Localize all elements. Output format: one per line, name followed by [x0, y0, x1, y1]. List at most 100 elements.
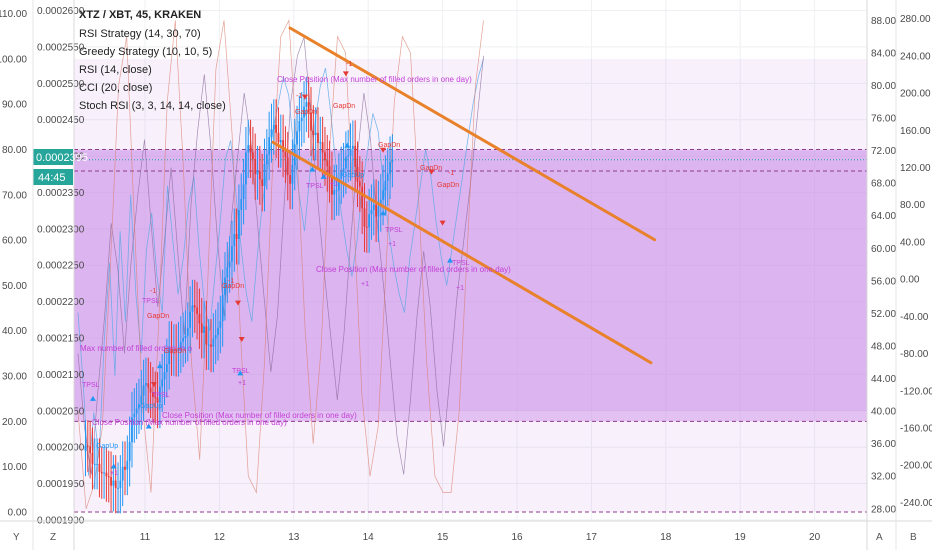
- rsi-tick-label: 20.00: [2, 417, 27, 428]
- candle-body: [375, 204, 378, 217]
- candle-body: [100, 471, 103, 474]
- rsi-band-zone: [74, 58, 867, 513]
- annotation-close-position-mid: Close Position (Max number of filled ord…: [316, 265, 511, 274]
- chart-pane[interactable]: [74, 0, 867, 521]
- trendlines-group[interactable]: [271, 26, 657, 365]
- cci-tick-label: 80.00: [900, 200, 925, 211]
- sell-arrow-icon: [301, 94, 308, 100]
- candle-body: [321, 142, 324, 153]
- marker-minus-one: -1: [296, 93, 302, 100]
- marker-plus-one: +1: [361, 281, 369, 288]
- candle-body: [203, 326, 205, 333]
- b-scale-button[interactable]: B: [910, 532, 917, 543]
- y-scale-button[interactable]: Y: [13, 532, 20, 543]
- marker-minus-one: -1: [150, 288, 156, 295]
- strategy-annotations: Close Position (Max number of filled ord…: [80, 75, 511, 427]
- buy-arrow-icon: [344, 142, 351, 148]
- buy-arrow-icon: [380, 210, 387, 216]
- rsi-axis[interactable]: 110.00 100.00 90.00 80.00 70.00 60.00 50.00 40.…: [0, 9, 27, 518]
- z-scale-button[interactable]: Z: [50, 532, 56, 543]
- candle-body: [149, 387, 152, 393]
- price-tick-label: 0.0002250: [37, 261, 85, 272]
- stoch-tick-label: 72.00: [871, 146, 896, 157]
- marker-minus-one: -1: [448, 170, 454, 177]
- legend-study[interactable]: CCI (20, close): [79, 82, 152, 94]
- marker-tpsl: TPSL: [142, 298, 160, 305]
- buy-arrow-icon: [145, 423, 152, 429]
- candle-body: [335, 190, 338, 192]
- rsi-tick-label: 60.00: [2, 236, 27, 247]
- candle-body: [277, 132, 280, 143]
- candle-body: [161, 379, 164, 387]
- marker-tpsl: TPSL: [452, 260, 470, 267]
- marker-gapdn: GapDn: [222, 283, 244, 290]
- annotation-close-position-top: Close Position (Max number of filled ord…: [277, 75, 472, 84]
- candle-body: [168, 346, 171, 365]
- legend-symbol[interactable]: XTZ / XBT, 45, KRAKEN: [79, 9, 201, 21]
- price-axis[interactable]: 0.0002600 0.0002550 0.0002500 0.0002450 0.00…: [37, 6, 85, 526]
- marker-tpsl: TPSL: [385, 227, 403, 234]
- candle-body: [391, 159, 394, 162]
- legend-study[interactable]: Stoch RSI (3, 3, 14, 14, close): [79, 100, 226, 112]
- candle-body: [172, 349, 175, 351]
- cci-axis[interactable]: 280.00 240.00 200.00 160.00 120.00 80.00 40.00…: [900, 14, 932, 509]
- candle-body: [368, 214, 371, 228]
- sell-arrow-icon: [150, 382, 157, 388]
- candle-body: [93, 463, 96, 465]
- candle-body: [317, 132, 319, 143]
- price-tick-label: 0.0002000: [37, 443, 85, 454]
- annotation-close-position-bottom: Close Position (Max number of filled ord…: [92, 418, 287, 427]
- candle-body: [312, 130, 315, 135]
- candle-body: [272, 124, 275, 130]
- current-price-tag: 0.0002395 44:45: [33, 149, 88, 185]
- price-tag-box: [33, 149, 73, 165]
- cci-tick-label: 40.00: [900, 237, 925, 248]
- legend[interactable]: XTZ / XBT, 45, KRAKEN RSI Strategy (14, …: [79, 9, 226, 112]
- stoch-axis[interactable]: 88.00 84.00 80.00 76.00 72.00 68.00 64.00 60.00…: [871, 16, 896, 515]
- cci-tick-label: 0.00: [900, 275, 920, 286]
- sell-arrow-icon: [380, 147, 387, 153]
- candle-body: [228, 261, 231, 268]
- candle-body: [382, 190, 384, 200]
- candle-body: [175, 349, 178, 352]
- legend-study[interactable]: Greedy Strategy (10, 10, 5): [79, 46, 212, 58]
- time-axis[interactable]: 11 12 13 14 15 16 17 18 19 20: [140, 532, 821, 543]
- legend-study[interactable]: RSI (14, close): [79, 64, 152, 76]
- candle-body: [154, 396, 157, 398]
- candle-body: [156, 397, 159, 403]
- price-tick-label: 0.0002500: [37, 79, 85, 90]
- candle-body: [131, 417, 133, 443]
- candle-body: [89, 446, 92, 453]
- candle-body: [305, 102, 308, 107]
- stoch-tick-label: 52.00: [871, 309, 896, 320]
- candle-body: [152, 392, 154, 397]
- auto-scale-button[interactable]: A: [876, 532, 883, 543]
- candle-body: [193, 305, 196, 308]
- candle-body: [254, 158, 257, 175]
- marker-tpsl: TPSL: [306, 183, 324, 190]
- buy-arrow-icon: [320, 173, 327, 179]
- candle-body: [191, 305, 194, 312]
- candle-body: [342, 168, 345, 173]
- time-tick-label: 19: [735, 532, 747, 543]
- legend-study[interactable]: RSI Strategy (14, 30, 70): [79, 28, 201, 40]
- strategy-markers: [89, 71, 454, 469]
- time-tick-label: 13: [288, 532, 300, 543]
- candle-body: [84, 445, 87, 451]
- price-tick-label: 0.0002150: [37, 333, 85, 344]
- time-tick-label: 16: [511, 532, 523, 543]
- cci-tick-label: -240.00: [900, 498, 932, 509]
- candle-body: [96, 463, 99, 465]
- marker-gapdn: GapDn: [378, 142, 400, 149]
- buy-arrow-icon: [89, 395, 96, 401]
- candle-body: [365, 226, 368, 228]
- time-tick-label: 20: [809, 532, 821, 543]
- marker-tpsl: TPSL: [82, 382, 100, 389]
- trendline: [271, 140, 653, 365]
- candle-body: [103, 472, 105, 474]
- candle-body: [163, 372, 166, 380]
- cci-tick-label: 200.00: [900, 89, 931, 100]
- candle-body: [242, 184, 245, 200]
